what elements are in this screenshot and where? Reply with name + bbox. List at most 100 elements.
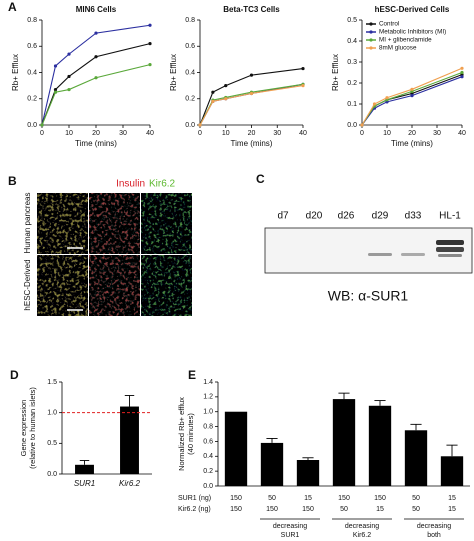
x-axis-label: Time (mins): [231, 139, 273, 148]
y-tick-label: 0.0: [27, 122, 37, 129]
y-axis-label: Rb+ Efflux: [11, 54, 20, 91]
bar: [260, 442, 284, 486]
data-point: [410, 94, 414, 98]
y-axis-label: Rb+ Efflux: [331, 54, 340, 91]
y-tick-label: 0.0: [203, 483, 213, 490]
group-label: decreasing: [345, 523, 379, 530]
data-point: [410, 87, 414, 91]
data-point: [385, 96, 389, 100]
legend-marker: [369, 30, 373, 34]
lane-label: d29: [372, 211, 389, 222]
micrograph: [89, 255, 140, 316]
legend-marker: [369, 22, 373, 26]
x-tick-label: Kir6.2: [119, 479, 140, 488]
y-tick-label: 0.0: [47, 471, 57, 478]
data-point: [301, 84, 305, 88]
y-axis-label: (40 minutes): [186, 413, 195, 455]
lane-label: d7: [277, 211, 289, 222]
micrograph: [37, 193, 88, 254]
data-point: [67, 87, 71, 92]
y-tick-label: 0.4: [203, 453, 213, 460]
stain-label: Kir6.2: [149, 179, 176, 190]
table-cell: 150: [230, 495, 242, 502]
y-tick-label: 0.0: [185, 122, 195, 129]
data-point: [53, 64, 58, 68]
y-tick-label: 0.8: [27, 17, 37, 24]
y-tick-label: 0.2: [185, 96, 195, 103]
error-bar: [446, 444, 458, 457]
data-point: [67, 74, 71, 79]
lane-label: d26: [338, 211, 355, 222]
group-label: decreasing: [273, 523, 307, 530]
y-tick-label: 0.1: [347, 101, 357, 108]
legend-label: MI + glibenclamide: [379, 37, 432, 44]
data-point: [224, 84, 228, 88]
x-tick-label: 20: [408, 130, 416, 137]
table-cell: 50: [340, 506, 348, 513]
x-tick-label: 30: [273, 130, 281, 137]
y-tick-label: 0.3: [347, 59, 357, 66]
y-tick-label: 0.5: [47, 440, 57, 447]
table-cell: 150: [374, 495, 386, 502]
table-row-label: Kir6.2 (ng): [178, 506, 211, 513]
legend-label: Metabolic Inhibitors (MI): [379, 29, 446, 36]
table-cell: 15: [304, 495, 312, 502]
table-cell: 150: [302, 506, 314, 513]
band: [401, 253, 425, 256]
data-point: [40, 123, 44, 127]
panel-label: C: [256, 172, 265, 186]
panel-label: D: [10, 368, 19, 382]
data-point: [460, 75, 464, 79]
y-tick-label: 0.6: [203, 438, 213, 445]
panel-label: E: [188, 368, 196, 382]
x-tick-label: SUR1: [74, 479, 95, 488]
data-point: [301, 66, 305, 71]
y-axis-label: Rb+ Efflux: [169, 54, 178, 91]
data-point: [94, 76, 98, 80]
table-cell: 15: [448, 506, 456, 513]
micrograph: [37, 255, 88, 316]
bar: [440, 456, 464, 486]
x-tick-label: 30: [119, 130, 127, 137]
data-point: [198, 123, 202, 127]
y-tick-label: 1.0: [203, 409, 213, 416]
bar: [75, 464, 94, 474]
legend-label: 8mM glucose: [379, 45, 417, 52]
y-tick-label: 0.2: [203, 468, 213, 475]
group-label: both: [427, 532, 441, 539]
legend-label: Control: [379, 21, 399, 28]
y-tick-label: 0.2: [347, 80, 357, 87]
table-cell: 150: [338, 495, 350, 502]
x-tick-label: 10: [65, 130, 73, 137]
data-point: [53, 87, 58, 92]
table-cell: 15: [376, 506, 384, 513]
error-bar: [302, 457, 314, 460]
table-cell: 50: [412, 506, 420, 513]
band: [436, 240, 464, 245]
x-tick-label: 20: [92, 130, 100, 137]
panel-label: B: [8, 174, 17, 188]
series-line: [361, 76, 463, 126]
table-cell: 150: [266, 506, 278, 513]
bar: [224, 411, 248, 486]
bar: [404, 430, 428, 486]
y-tick-label: 0.2: [27, 96, 37, 103]
micrograph: [89, 193, 140, 254]
data-point: [148, 63, 152, 67]
table-cell: 50: [268, 495, 276, 502]
y-tick-label: 0.6: [27, 43, 37, 50]
y-tick-label: 1.0: [47, 410, 57, 417]
y-tick-label: 1.5: [47, 379, 57, 386]
lane-label: d33: [405, 211, 422, 222]
data-point: [224, 97, 228, 101]
lane-label: d20: [306, 211, 323, 222]
y-axis-label: Gene expression: [19, 400, 28, 457]
row-label: hESC-Derived: [23, 259, 32, 310]
bar: [120, 406, 139, 474]
group-label: Kir6.2: [353, 532, 371, 539]
x-tick-label: 40: [146, 130, 154, 137]
data-point: [94, 55, 98, 59]
y-tick-label: 0.4: [185, 69, 195, 76]
